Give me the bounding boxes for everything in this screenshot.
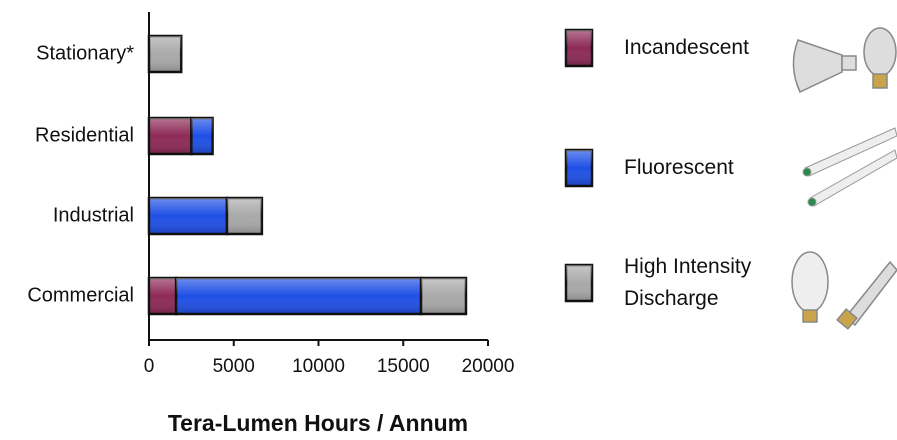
bar-shade — [226, 198, 262, 234]
legend-shade — [566, 265, 592, 301]
lamp-icon — [792, 27, 897, 94]
y-tick-label: Stationary* — [36, 42, 134, 64]
x-tick-label: 15000 — [377, 356, 430, 377]
x-tick-label: 0 — [144, 356, 155, 377]
x-axis-title: Tera-Lumen Hours / Annum — [168, 410, 468, 436]
y-tick-label: Residential — [35, 124, 134, 146]
bar-shade — [176, 278, 422, 314]
x-tick-label: 5000 — [213, 356, 255, 377]
lamp-icon — [802, 127, 897, 207]
legend-label: Incandescent — [624, 36, 749, 59]
legend-label: Fluorescent — [624, 156, 734, 179]
x-tick-label: 20000 — [462, 356, 515, 377]
bar-shade — [149, 36, 182, 72]
bar-shade — [421, 278, 466, 314]
lamp-icon — [791, 251, 897, 330]
bar-shade — [191, 118, 213, 154]
y-tick-label: Commercial — [27, 284, 134, 306]
legend-label: High Intensity Discharge — [624, 255, 752, 310]
legend-shade — [566, 30, 592, 66]
bar-shade — [149, 118, 192, 154]
x-tick-label: 10000 — [292, 356, 345, 377]
bar-shade — [149, 198, 227, 234]
bar-shade — [149, 278, 177, 314]
legend-shade — [566, 150, 592, 186]
y-tick-label: Industrial — [53, 204, 134, 226]
